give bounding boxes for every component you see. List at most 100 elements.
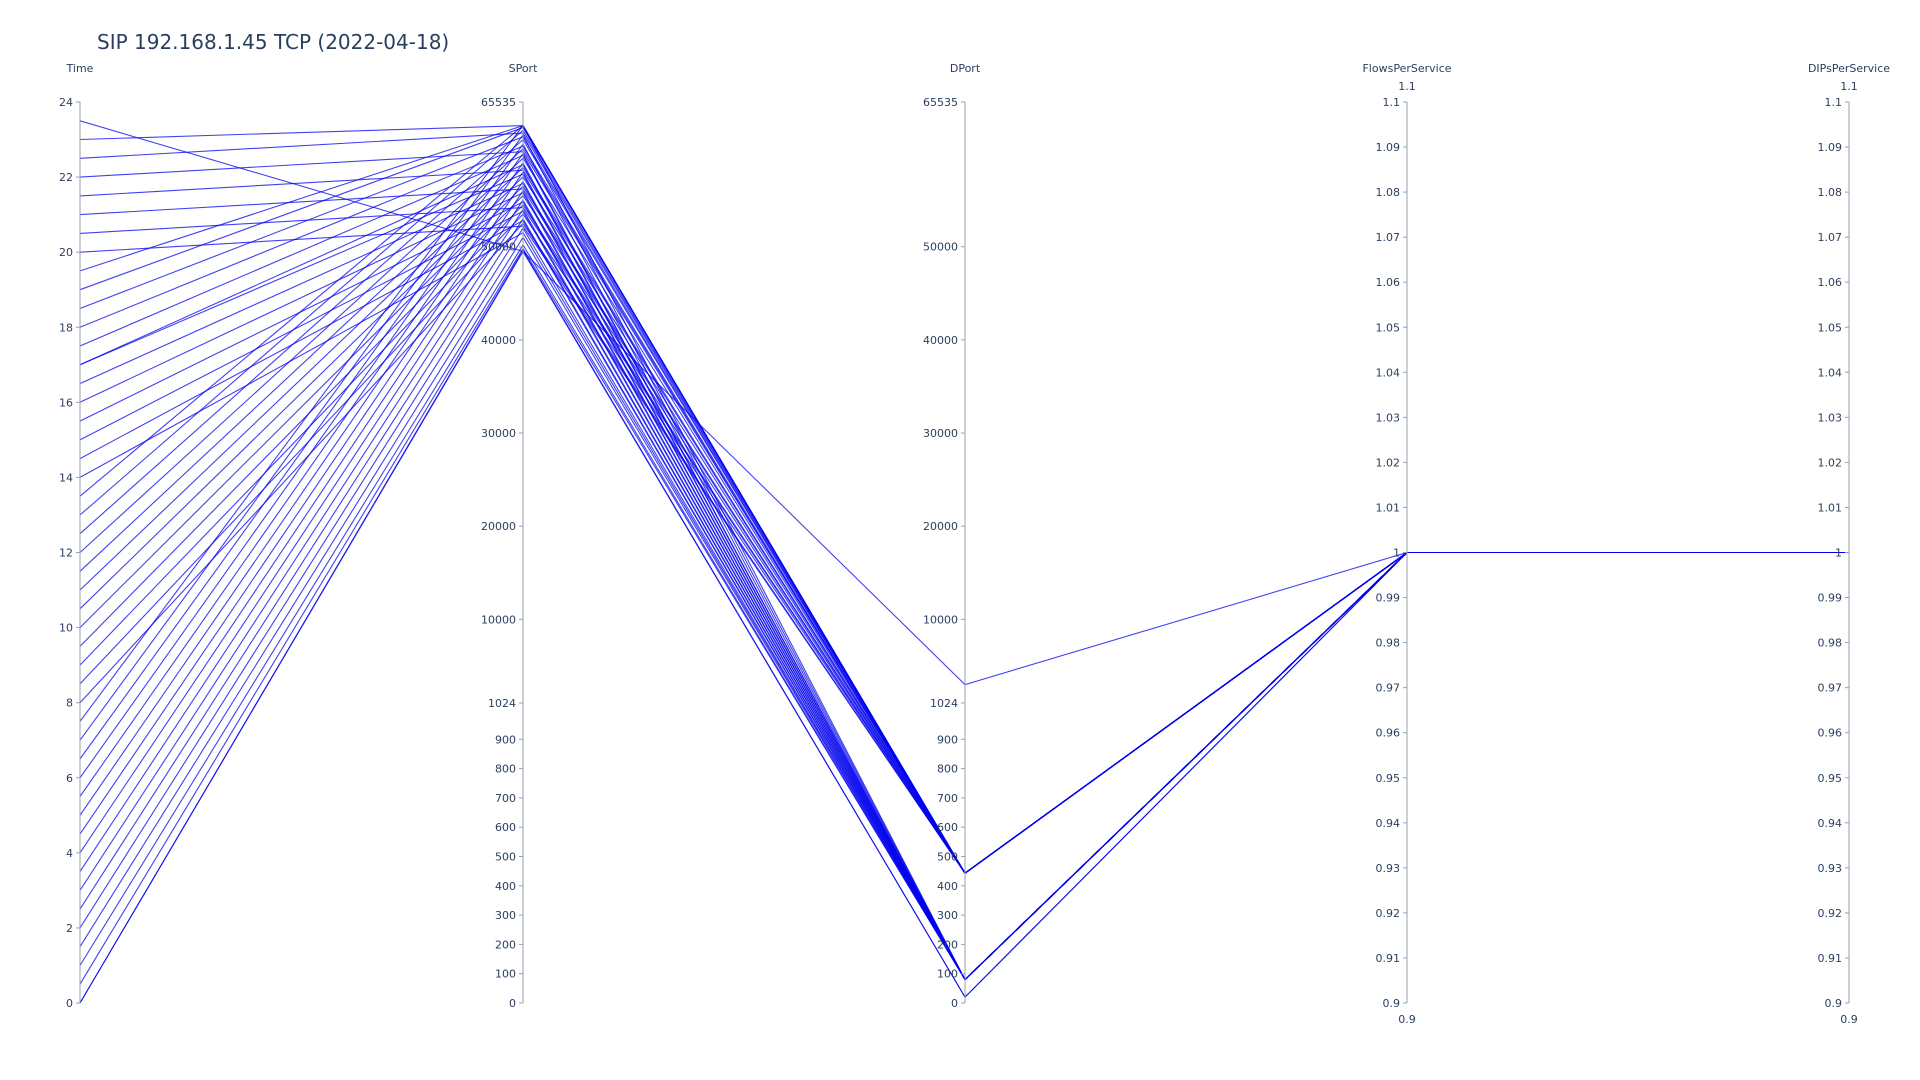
tick-label-dipsperservice-1: 0.91 [1818, 952, 1843, 965]
tick-label-time-2: 4 [66, 847, 73, 860]
tick-label-time-1: 2 [66, 922, 73, 935]
axis-title-flowsperservice: FlowsPerService [1362, 62, 1451, 75]
tick-label-dport-3: 300 [937, 909, 958, 922]
tick-label-dport-8: 800 [937, 763, 958, 776]
tick-label-flowsperservice-19: 1.09 [1376, 141, 1401, 154]
tick-label-flowsperservice-3: 0.93 [1376, 862, 1401, 875]
axis-title-sport: SPort [509, 62, 538, 75]
tick-label-dport-2: 200 [937, 938, 958, 951]
tick-label-flowsperservice-11: 1.01 [1376, 501, 1401, 514]
tick-label-dipsperservice-6: 0.96 [1818, 727, 1843, 740]
tick-label-sport-8: 800 [495, 763, 516, 776]
tick-label-dipsperservice-13: 1.03 [1818, 411, 1843, 424]
tick-label-sport-11: 10000 [481, 613, 516, 626]
tick-label-flowsperservice-9: 0.99 [1376, 592, 1401, 605]
range-max-label-flowsperservice: 1.1 [1398, 80, 1416, 93]
tick-label-flowsperservice-10: 1 [1393, 547, 1400, 560]
tick-label-dipsperservice-7: 0.97 [1818, 682, 1843, 695]
tick-label-sport-12: 20000 [481, 520, 516, 533]
tick-label-sport-5: 500 [495, 850, 516, 863]
tick-label-flowsperservice-16: 1.06 [1376, 276, 1401, 289]
tick-label-dipsperservice-0: 0.9 [1825, 997, 1843, 1010]
tick-label-flowsperservice-4: 0.94 [1376, 817, 1401, 830]
tick-label-dport-0: 0 [951, 997, 958, 1010]
tick-label-dipsperservice-2: 0.92 [1818, 907, 1843, 920]
tick-label-time-7: 14 [59, 471, 73, 484]
chart-title: SIP 192.168.1.45 TCP (2022-04-18) [97, 30, 450, 54]
tick-label-dipsperservice-17: 1.07 [1818, 231, 1843, 244]
tick-label-time-10: 20 [59, 246, 73, 259]
tick-label-dipsperservice-10: 1 [1835, 547, 1842, 560]
tick-label-time-11: 22 [59, 171, 73, 184]
tick-label-dport-12: 20000 [923, 520, 958, 533]
tick-label-dipsperservice-12: 1.02 [1818, 456, 1843, 469]
tick-label-dport-5: 500 [937, 850, 958, 863]
tick-label-dipsperservice-18: 1.08 [1818, 186, 1843, 199]
tick-label-dport-9: 900 [937, 733, 958, 746]
tick-label-time-8: 16 [59, 396, 73, 409]
tick-label-flowsperservice-20: 1.1 [1383, 96, 1401, 109]
tick-label-dipsperservice-19: 1.09 [1818, 141, 1843, 154]
tick-label-dipsperservice-4: 0.94 [1818, 817, 1843, 830]
tick-label-flowsperservice-6: 0.96 [1376, 727, 1401, 740]
tick-label-dport-14: 40000 [923, 334, 958, 347]
tick-label-dipsperservice-8: 0.98 [1818, 637, 1843, 650]
tick-label-sport-10: 1024 [488, 697, 516, 710]
tick-label-sport-13: 30000 [481, 427, 516, 440]
axes-layer: Time024681012141618202224SPort0100200300… [59, 62, 1890, 1026]
tick-label-flowsperservice-18: 1.08 [1376, 186, 1401, 199]
tick-label-dport-6: 600 [937, 821, 958, 834]
tick-label-sport-7: 700 [495, 792, 516, 805]
tick-label-sport-6: 600 [495, 821, 516, 834]
tick-label-time-5: 10 [59, 622, 73, 635]
tick-label-sport-14: 40000 [481, 334, 516, 347]
tick-label-time-9: 18 [59, 321, 73, 334]
tick-label-dipsperservice-14: 1.04 [1818, 366, 1843, 379]
axis-title-dipsperservice: DIPsPerService [1808, 62, 1890, 75]
tick-label-flowsperservice-12: 1.02 [1376, 456, 1401, 469]
tick-label-sport-0: 0 [509, 997, 516, 1010]
tick-label-time-6: 12 [59, 547, 73, 560]
tick-label-sport-15: 50000 [481, 241, 516, 254]
tick-label-flowsperservice-2: 0.92 [1376, 907, 1401, 920]
tick-label-sport-4: 400 [495, 880, 516, 893]
tick-label-flowsperservice-7: 0.97 [1376, 682, 1401, 695]
tick-label-dipsperservice-5: 0.95 [1818, 772, 1843, 785]
tick-label-dport-11: 10000 [923, 613, 958, 626]
tick-label-dipsperservice-15: 1.05 [1818, 321, 1843, 334]
tick-label-dport-15: 50000 [923, 241, 958, 254]
tick-label-dipsperservice-3: 0.93 [1818, 862, 1843, 875]
tick-label-sport-1: 100 [495, 968, 516, 981]
axis-title-dport: DPort [950, 62, 981, 75]
tick-label-sport-2: 200 [495, 938, 516, 951]
tick-label-dipsperservice-20: 1.1 [1825, 96, 1843, 109]
tick-label-flowsperservice-5: 0.95 [1376, 772, 1401, 785]
tick-label-dport-1: 100 [937, 968, 958, 981]
tick-label-dipsperservice-9: 0.99 [1818, 592, 1843, 605]
tick-label-flowsperservice-13: 1.03 [1376, 411, 1401, 424]
tick-label-flowsperservice-14: 1.04 [1376, 366, 1401, 379]
tick-label-sport-16: 65535 [481, 96, 516, 109]
axis-title-time: Time [66, 62, 94, 75]
tick-label-sport-3: 300 [495, 909, 516, 922]
tick-label-dipsperservice-11: 1.01 [1818, 501, 1843, 514]
tick-label-dport-4: 400 [937, 880, 958, 893]
tick-label-time-12: 24 [59, 96, 73, 109]
range-min-label-flowsperservice: 0.9 [1398, 1013, 1416, 1026]
tick-label-flowsperservice-1: 0.91 [1376, 952, 1401, 965]
range-max-label-dipsperservice: 1.1 [1840, 80, 1858, 93]
tick-label-flowsperservice-8: 0.98 [1376, 637, 1401, 650]
tick-label-dipsperservice-16: 1.06 [1818, 276, 1843, 289]
range-min-label-dipsperservice: 0.9 [1840, 1013, 1858, 1026]
tick-label-time-0: 0 [66, 997, 73, 1010]
tick-label-dport-7: 700 [937, 792, 958, 805]
tick-label-time-4: 8 [66, 697, 73, 710]
tick-label-flowsperservice-0: 0.9 [1383, 997, 1401, 1010]
tick-label-flowsperservice-15: 1.05 [1376, 321, 1401, 334]
tick-label-flowsperservice-17: 1.07 [1376, 231, 1401, 244]
tick-label-time-3: 6 [66, 772, 73, 785]
tick-label-dport-16: 65535 [923, 96, 958, 109]
tick-label-sport-9: 900 [495, 733, 516, 746]
tick-label-dport-13: 30000 [923, 427, 958, 440]
